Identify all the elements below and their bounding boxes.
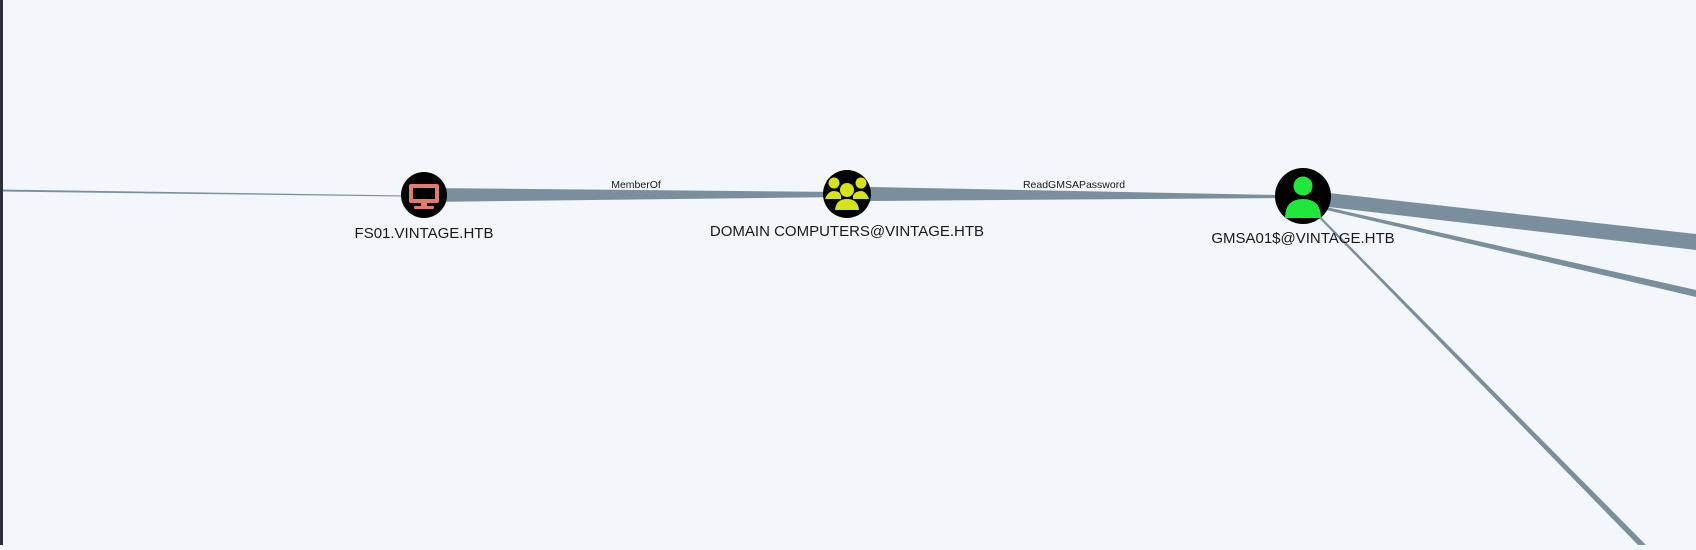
edge-gmsa01-outgoing-2[interactable] bbox=[1322, 206, 1696, 297]
edge-gmsa01-outgoing-1[interactable] bbox=[1320, 192, 1696, 250]
edge-label-memberof: MemberOf bbox=[611, 179, 661, 191]
node-fs01[interactable]: FS01.VINTAGE.HTB bbox=[355, 172, 494, 242]
users-group-icon bbox=[825, 177, 869, 210]
edge-gmsa01-outgoing-3[interactable] bbox=[1318, 217, 1646, 545]
node-gmsa01-label: GMSA01$@VINTAGE.HTB bbox=[1211, 230, 1394, 247]
edge-offscreen-to-fs01[interactable] bbox=[0, 189, 405, 197]
node-gmsa01[interactable]: GMSA01$@VINTAGE.HTB bbox=[1211, 168, 1395, 247]
monitor-icon bbox=[409, 184, 439, 209]
edge-readgmsapassword[interactable] bbox=[870, 187, 1280, 201]
edge-memberof[interactable] bbox=[424, 188, 846, 202]
user-icon bbox=[1285, 176, 1321, 218]
edges-layer: MemberOf ReadGMSAPassword bbox=[0, 179, 1696, 545]
node-domain-computers[interactable]: DOMAIN COMPUTERS@VINTAGE.HTB bbox=[710, 170, 984, 240]
nodes-layer: FS01.VINTAGE.HTB DOMAIN COMPUTERS@VINTAG… bbox=[355, 168, 1395, 247]
node-domain-computers-label: DOMAIN COMPUTERS@VINTAGE.HTB bbox=[710, 223, 984, 240]
node-fs01-label: FS01.VINTAGE.HTB bbox=[355, 225, 494, 242]
left-panel-border bbox=[0, 0, 3, 545]
edge-label-readgmsapassword: ReadGMSAPassword bbox=[1023, 179, 1125, 191]
